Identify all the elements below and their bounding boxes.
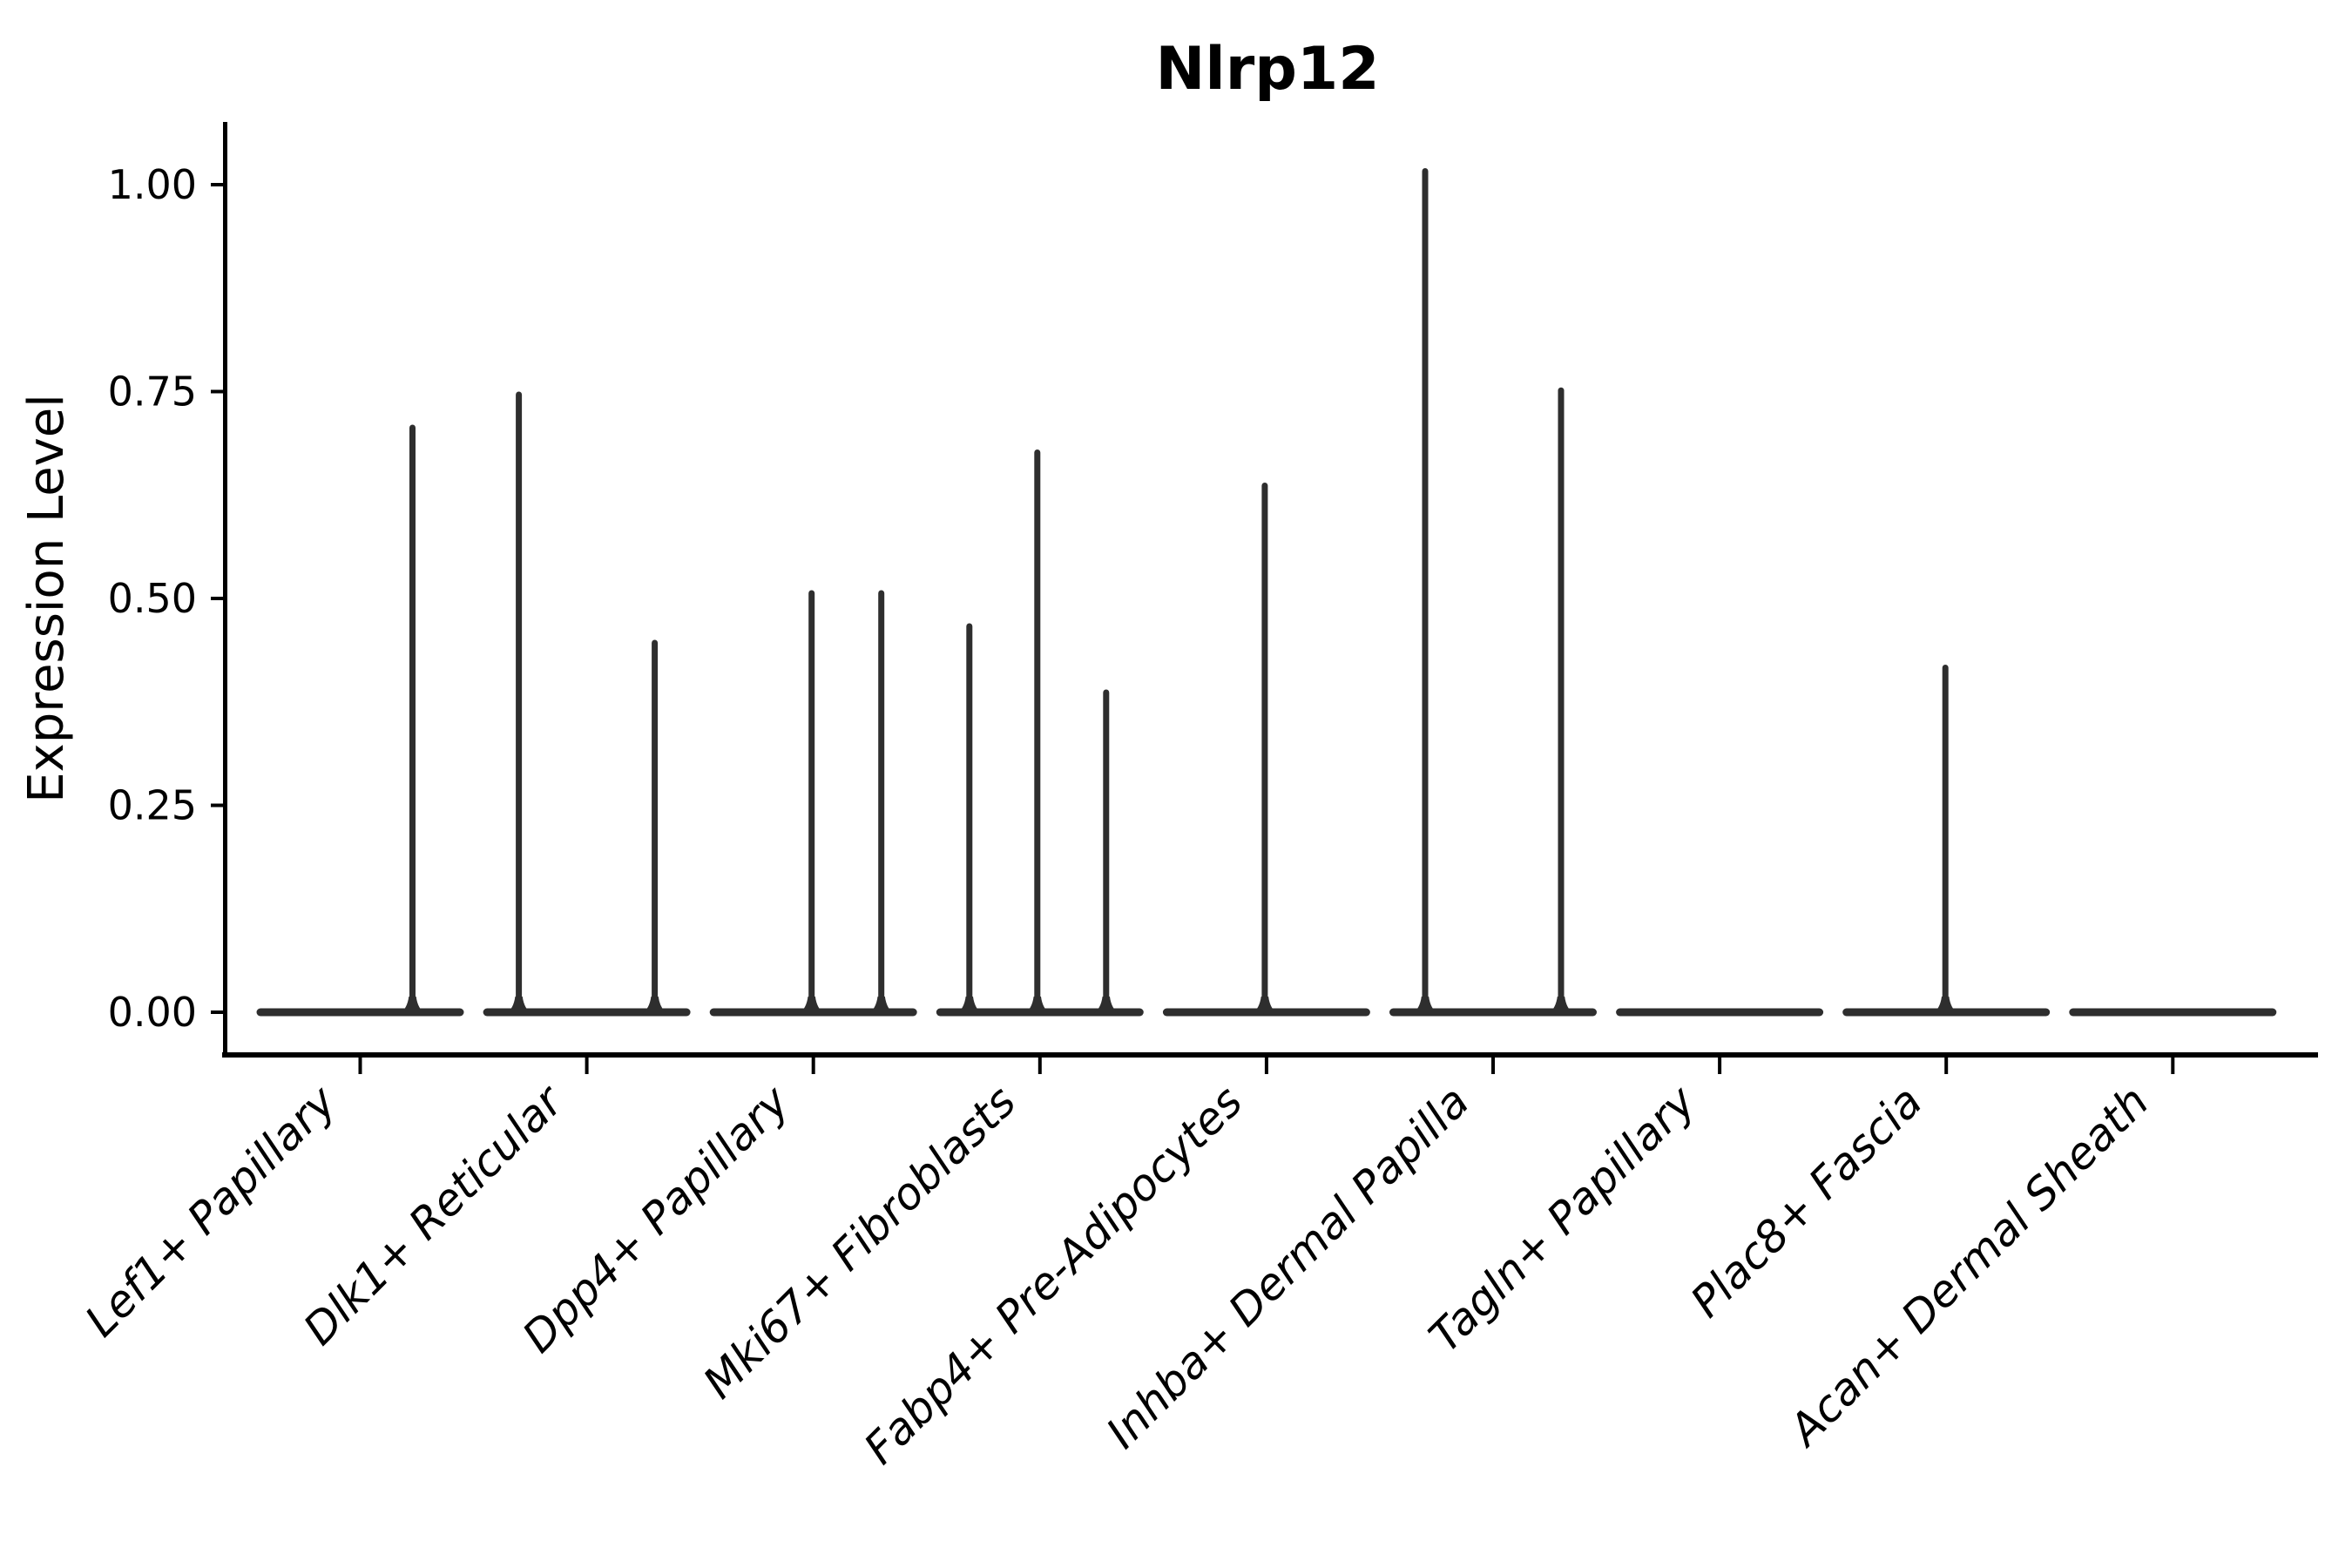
y-tick-label: 0.25 <box>108 782 197 829</box>
violin-spike <box>966 623 973 1014</box>
violin-spike <box>1261 483 1268 1014</box>
violin-spike <box>1558 387 1565 1014</box>
violin-6 <box>1389 168 1597 1017</box>
violin-spike <box>808 590 815 1014</box>
axes-group <box>222 122 2318 1058</box>
x-tick-label: Inhba+ Dermal Papilla <box>1097 1076 1478 1457</box>
x-tick-label: Fabp4+ Pre-Adipocytes <box>855 1076 1253 1474</box>
violin-baseline <box>483 1008 691 1017</box>
violin-3 <box>709 590 917 1017</box>
x-axis-spine <box>222 1052 2318 1058</box>
y-tick-label: 1.00 <box>108 161 197 208</box>
violin-2 <box>483 391 691 1017</box>
y-axis-spine <box>223 122 227 1058</box>
violin-baseline <box>256 1008 464 1017</box>
violins-group <box>256 168 2277 1017</box>
violin-baseline <box>1616 1008 1824 1017</box>
violin-baseline <box>1389 1008 1597 1017</box>
violin-9 <box>2069 1008 2277 1017</box>
violin-spike <box>652 639 659 1014</box>
y-tick-label: 0.00 <box>108 989 197 1036</box>
y-ticks-group: 0.00 0.25 0.50 0.75 1.00 <box>108 161 225 1036</box>
violin-spike <box>409 424 416 1014</box>
violin-baseline <box>2069 1008 2277 1017</box>
y-axis-label: Expression Level <box>18 394 75 803</box>
chart-title: Nlrp12 <box>1155 35 1379 104</box>
violin-8 <box>1842 665 2051 1017</box>
x-tick-label: Plac8+ Fascia <box>1681 1076 1932 1327</box>
violin-spike <box>1034 449 1041 1014</box>
violin-spike <box>878 590 885 1014</box>
violin-spike <box>1103 689 1110 1014</box>
y-tick-label: 0.50 <box>108 575 197 622</box>
violin-1 <box>256 424 464 1017</box>
x-tick-label: Acan+ Dermal Sheath <box>1778 1076 2159 1456</box>
violin-4 <box>936 449 1144 1017</box>
violin-spike <box>516 391 523 1014</box>
violin-spike <box>1422 168 1429 1014</box>
violin-spike <box>1942 665 1949 1014</box>
violin-5 <box>1162 483 1370 1017</box>
violin-7 <box>1616 1008 1824 1017</box>
y-tick-label: 0.75 <box>108 368 197 416</box>
